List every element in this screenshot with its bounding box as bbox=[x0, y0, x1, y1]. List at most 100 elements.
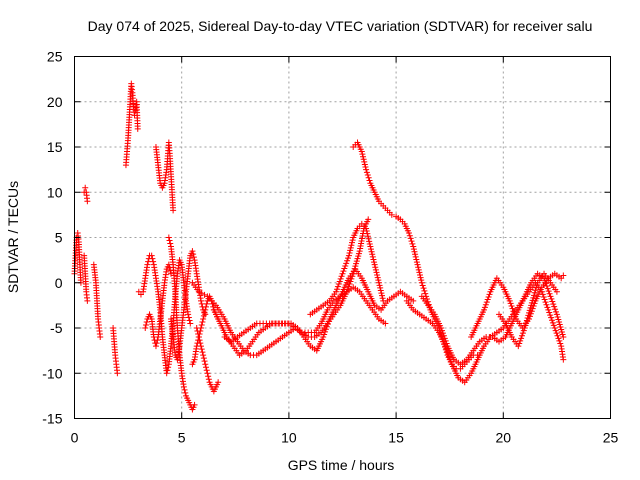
data-point bbox=[163, 370, 170, 377]
data-point bbox=[363, 166, 370, 173]
data-point-dense bbox=[512, 313, 519, 320]
data-point bbox=[134, 125, 141, 132]
data-point-dense bbox=[369, 253, 376, 260]
data-point-dense bbox=[348, 242, 355, 249]
data-point-dense bbox=[509, 305, 516, 312]
data-point bbox=[197, 343, 204, 350]
data-point-dense bbox=[442, 337, 449, 344]
axis-ticks: 0 5 10 15 20 25 -15 -10 -5 0 5 10 15 20 25 bbox=[42, 49, 618, 446]
data-point-dense bbox=[325, 318, 332, 325]
data-point-dense bbox=[341, 265, 348, 272]
data-point-dense bbox=[360, 156, 367, 163]
data-point-dense bbox=[209, 300, 216, 307]
data-point-dense bbox=[200, 312, 207, 319]
data-point-dense bbox=[334, 283, 341, 290]
data-point-dense bbox=[145, 258, 152, 265]
data-point bbox=[363, 225, 370, 232]
data-point-dense bbox=[363, 169, 370, 176]
data-point-dense bbox=[378, 290, 385, 297]
data-point-dense bbox=[531, 300, 538, 307]
data-point bbox=[553, 288, 560, 295]
data-point bbox=[551, 325, 558, 331]
data-point-dense bbox=[546, 309, 553, 316]
data-point-dense bbox=[167, 240, 174, 247]
data-point-dense bbox=[363, 228, 370, 235]
data-point-dense bbox=[360, 153, 367, 160]
data-point-dense bbox=[149, 255, 156, 262]
y-tick-label: 0 bbox=[55, 275, 63, 291]
data-point-dense bbox=[347, 244, 354, 251]
data-point-dense bbox=[376, 282, 383, 289]
data-point-dense bbox=[203, 367, 210, 374]
data-point-dense bbox=[202, 364, 209, 371]
data-point-dense bbox=[413, 259, 420, 266]
data-point-dense bbox=[556, 318, 563, 325]
data-point-dense bbox=[408, 238, 415, 245]
data-point-dense bbox=[143, 318, 150, 325]
data-point-dense bbox=[198, 346, 205, 353]
data-point-dense bbox=[340, 268, 347, 275]
data-point-dense bbox=[366, 238, 373, 245]
data-point-dense bbox=[528, 299, 535, 306]
data-point bbox=[438, 325, 445, 331]
data-point-dense bbox=[552, 327, 559, 334]
data-point-dense bbox=[548, 314, 555, 321]
data-point-dense bbox=[371, 259, 378, 266]
data-point bbox=[547, 293, 554, 300]
data-point bbox=[375, 279, 382, 286]
data-point-dense bbox=[365, 235, 372, 242]
data-point bbox=[187, 320, 194, 327]
data-point-dense bbox=[377, 284, 384, 291]
data-point-dense bbox=[164, 367, 171, 374]
data-point-dense bbox=[338, 273, 345, 280]
data-point-dense bbox=[481, 304, 488, 311]
data-point-dense bbox=[353, 260, 360, 267]
data-point-dense bbox=[321, 331, 328, 338]
data-point bbox=[200, 315, 207, 322]
data-point-dense bbox=[555, 335, 562, 342]
data-point-dense bbox=[412, 253, 419, 260]
data-point-dense bbox=[342, 262, 349, 269]
data-point bbox=[418, 279, 425, 286]
data-point-dense bbox=[482, 301, 489, 308]
data-point-dense bbox=[508, 303, 515, 310]
data-point bbox=[144, 261, 151, 268]
data-point-dense bbox=[379, 292, 386, 299]
data-point-dense bbox=[343, 260, 350, 267]
data-point-dense bbox=[190, 251, 197, 258]
data-point-dense bbox=[447, 358, 454, 365]
y-axis-label: SDTVAR / TECUs bbox=[5, 181, 21, 293]
data-point bbox=[165, 234, 172, 241]
data-point-dense bbox=[531, 292, 538, 299]
data-point-dense bbox=[416, 269, 423, 276]
data-point bbox=[382, 320, 389, 327]
data-point-dense bbox=[409, 240, 416, 247]
grid-lines bbox=[74, 56, 611, 419]
data-point-dense bbox=[552, 308, 559, 315]
data-point-dense bbox=[439, 330, 446, 337]
data-point-dense bbox=[362, 164, 369, 171]
data-point-dense bbox=[364, 233, 371, 240]
data-point-dense bbox=[324, 321, 331, 328]
data-point-dense bbox=[323, 323, 330, 330]
data-point-dense bbox=[418, 277, 425, 284]
data-point bbox=[193, 325, 200, 331]
data-point-dense bbox=[550, 322, 557, 329]
data-point-dense bbox=[333, 286, 340, 293]
data-point bbox=[545, 306, 552, 313]
data-point-dense bbox=[554, 332, 561, 339]
data-point-dense bbox=[201, 309, 208, 316]
data-point-dense bbox=[445, 350, 452, 357]
data-point bbox=[339, 270, 346, 277]
y-tick-label: 25 bbox=[47, 49, 63, 65]
data-point-dense bbox=[557, 340, 564, 347]
data-point-dense bbox=[547, 312, 554, 319]
data-point bbox=[358, 148, 365, 155]
data-point-dense bbox=[354, 255, 361, 262]
data-point-dense bbox=[181, 386, 188, 393]
data-point-dense bbox=[202, 303, 209, 310]
data-point-dense bbox=[544, 285, 551, 292]
data-point-dense bbox=[349, 237, 356, 244]
data-point bbox=[202, 306, 209, 313]
data-point-dense bbox=[507, 300, 514, 307]
